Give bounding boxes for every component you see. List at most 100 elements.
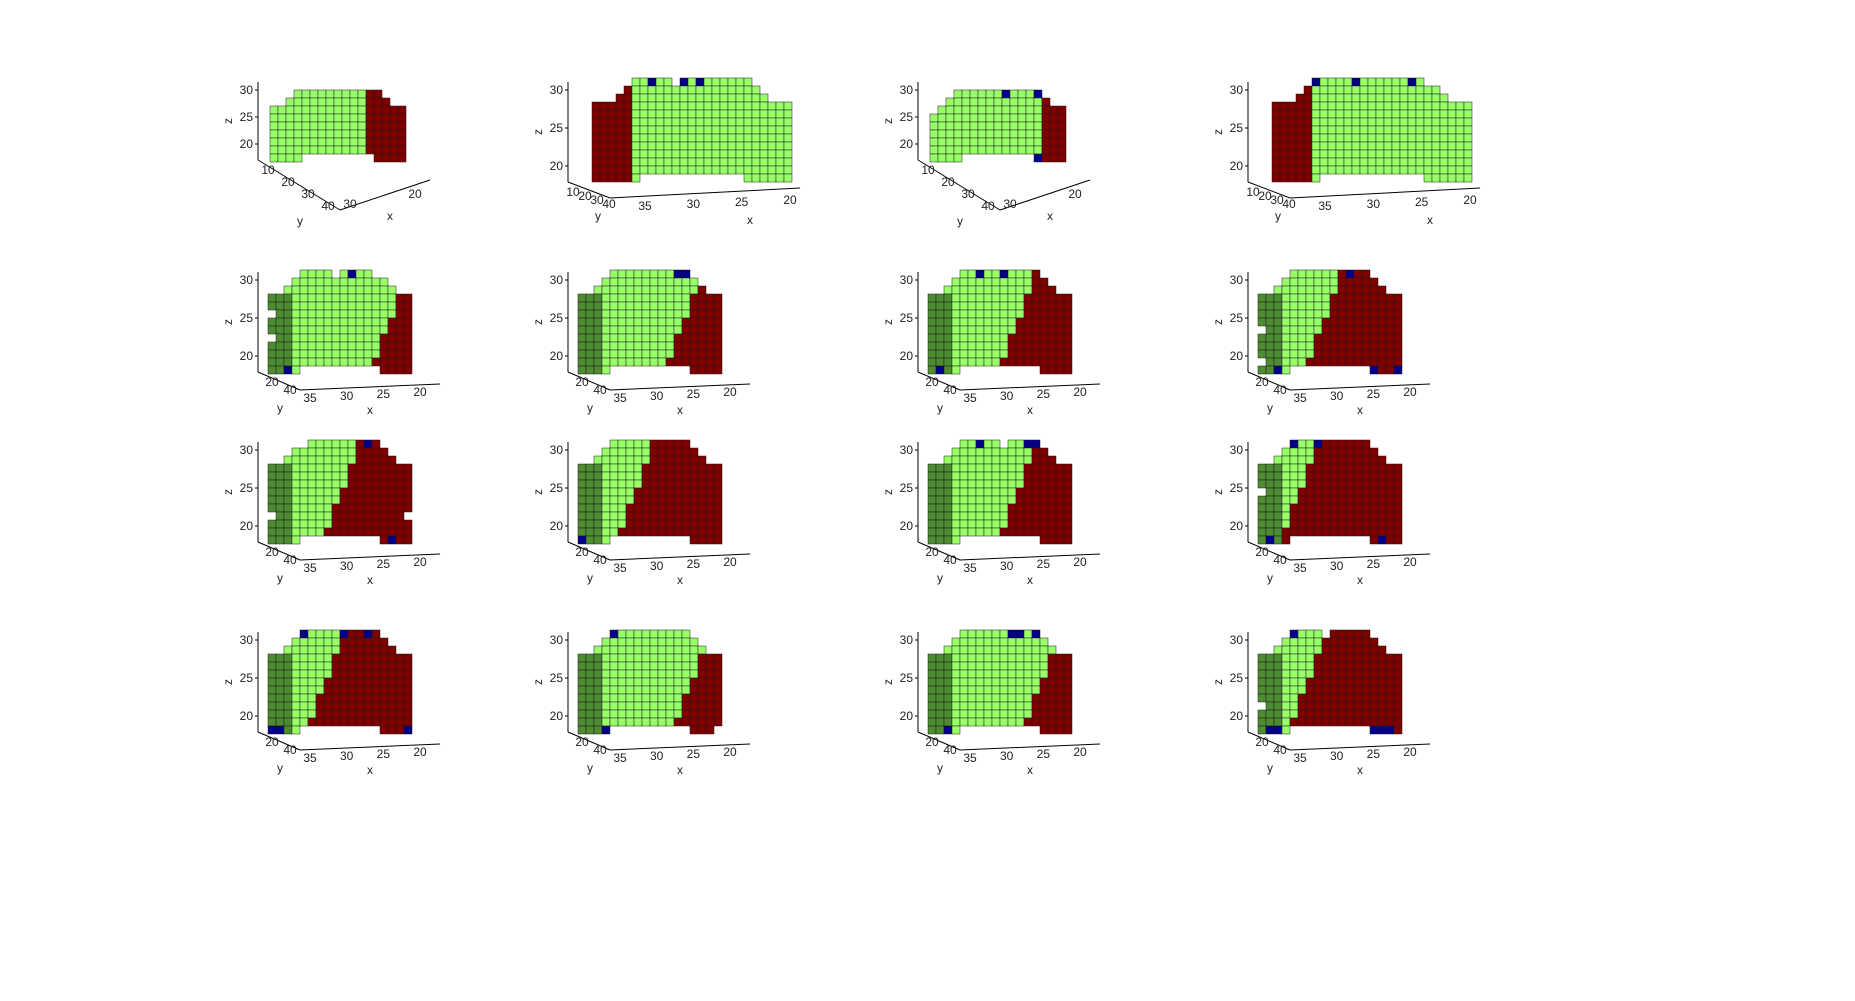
voxel [703,85,713,95]
voxel [969,89,979,99]
voxel [387,357,397,367]
voxel [1023,661,1033,671]
voxel [1329,439,1339,449]
voxel [689,309,699,319]
voxel [1039,645,1049,655]
z-axis-label: z [221,489,235,495]
voxel [1377,709,1387,719]
voxel [689,487,699,497]
voxel [681,527,691,537]
voxel [991,269,1001,279]
voxel [1281,653,1291,663]
voxel [633,693,643,703]
voxel [291,309,301,319]
voxel [301,105,311,115]
voxel [673,503,683,513]
voxel [1297,269,1307,279]
voxel [339,455,349,465]
voxel [1431,93,1441,103]
voxel [1359,149,1369,159]
voxel [1393,519,1403,529]
voxel [1385,677,1395,687]
voxel [577,365,587,375]
voxel [1265,717,1275,727]
voxel [1047,701,1057,711]
voxel [673,341,683,351]
voxel [1055,709,1065,719]
voxel [767,149,777,159]
voxel [1047,333,1057,343]
y-axis-line [567,541,611,561]
voxel [1031,645,1041,655]
voxel [975,479,985,489]
voxel [985,137,995,147]
voxel [1057,153,1067,163]
voxel [267,725,277,735]
voxel [1327,93,1337,103]
voxel [1289,301,1299,311]
voxel [299,693,309,703]
voxel [1297,527,1307,537]
voxel [649,285,659,295]
voxel [975,645,985,655]
voxel [655,125,665,135]
voxel [1031,277,1041,287]
voxel [323,439,333,449]
voxel [1297,463,1307,473]
voxel [291,293,301,303]
voxel [1321,447,1331,457]
voxel [1287,173,1297,183]
voxel [625,645,635,655]
voxel [1383,117,1393,127]
voxel [727,117,737,127]
voxel [943,709,953,719]
voxel [975,519,985,529]
voxel [647,101,657,111]
voxel [379,661,389,671]
voxel [1399,109,1409,119]
voxel [681,519,691,529]
voxel [1337,325,1347,335]
x-tick-label: 35 [963,391,977,405]
voxel [1337,447,1347,457]
voxel [323,285,333,295]
voxel [371,277,381,287]
voxel [1313,447,1323,457]
voxel [1423,109,1433,119]
voxel [695,149,705,159]
voxel [663,157,673,167]
voxel [631,133,641,143]
voxel [625,325,635,335]
voxel-body [577,629,723,735]
voxel [625,693,635,703]
voxel [951,717,961,727]
voxel [277,137,287,147]
voxel [625,463,635,473]
voxel [307,685,317,695]
voxel [951,669,961,679]
voxel [727,157,737,167]
voxel [275,479,285,489]
voxel [307,709,317,719]
voxel [1343,133,1353,143]
voxel [1265,669,1275,679]
voxel [331,309,341,319]
voxel [1297,325,1307,335]
voxel [585,519,595,529]
voxel [943,471,953,481]
voxel [639,109,649,119]
voxel [1343,157,1353,167]
voxel [1265,301,1275,311]
voxel [323,629,333,639]
voxel [601,645,611,655]
voxel [639,85,649,95]
voxel [727,93,737,103]
voxel [593,677,603,687]
voxel [927,511,937,521]
voxel [617,693,627,703]
voxel [1273,701,1283,711]
voxel [665,277,675,287]
voxel [641,471,651,481]
voxel [1313,645,1323,655]
